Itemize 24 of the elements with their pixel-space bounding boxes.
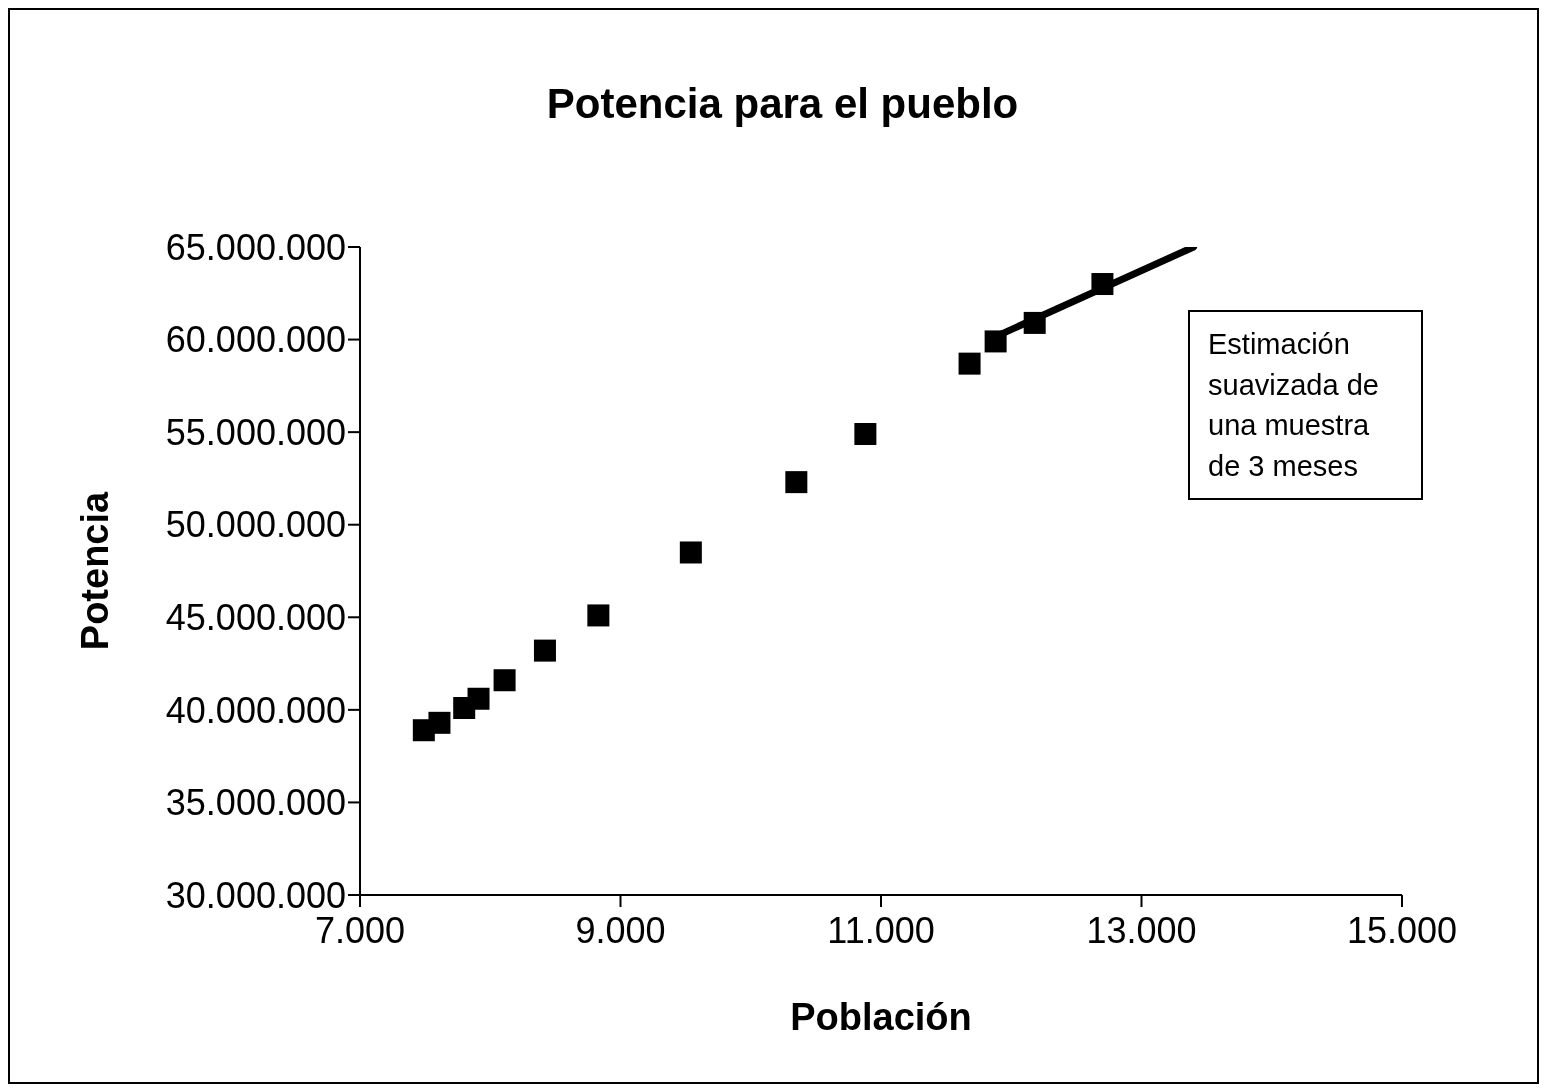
point: [467, 687, 490, 710]
x-tick-label: 15.000: [1346, 909, 1458, 951]
y-tick-label: 60.000.000: [165, 319, 346, 361]
point: [533, 639, 556, 662]
point: [958, 352, 981, 375]
x-axis-title: Población: [790, 996, 972, 1038]
point: [854, 422, 877, 445]
x-tick-label: 9.000: [575, 909, 666, 951]
point: [493, 669, 516, 692]
y-tick-label: 50.000.000: [165, 504, 346, 546]
y-axis-title: Potencia: [74, 490, 117, 651]
x-tick-label: 13.000: [1086, 909, 1197, 951]
x-tick-label: 11.000: [827, 909, 935, 951]
y-tick-label: 65.000.000: [165, 226, 346, 268]
annotation: Estimación suavizada de una muestra de 3 meses: [1188, 310, 1423, 501]
point: [428, 711, 451, 734]
y-tick-label: 45.000.000: [165, 597, 346, 639]
chart-title: Potencia para el pueblo: [545, 80, 1020, 128]
y-tick-label: 35.000.000: [165, 782, 346, 824]
y-tick-label: 40.000.000: [165, 689, 346, 731]
point: [587, 604, 610, 627]
y-tick-label: 55.000.000: [165, 411, 346, 453]
point: [785, 471, 808, 494]
point: [679, 541, 702, 564]
